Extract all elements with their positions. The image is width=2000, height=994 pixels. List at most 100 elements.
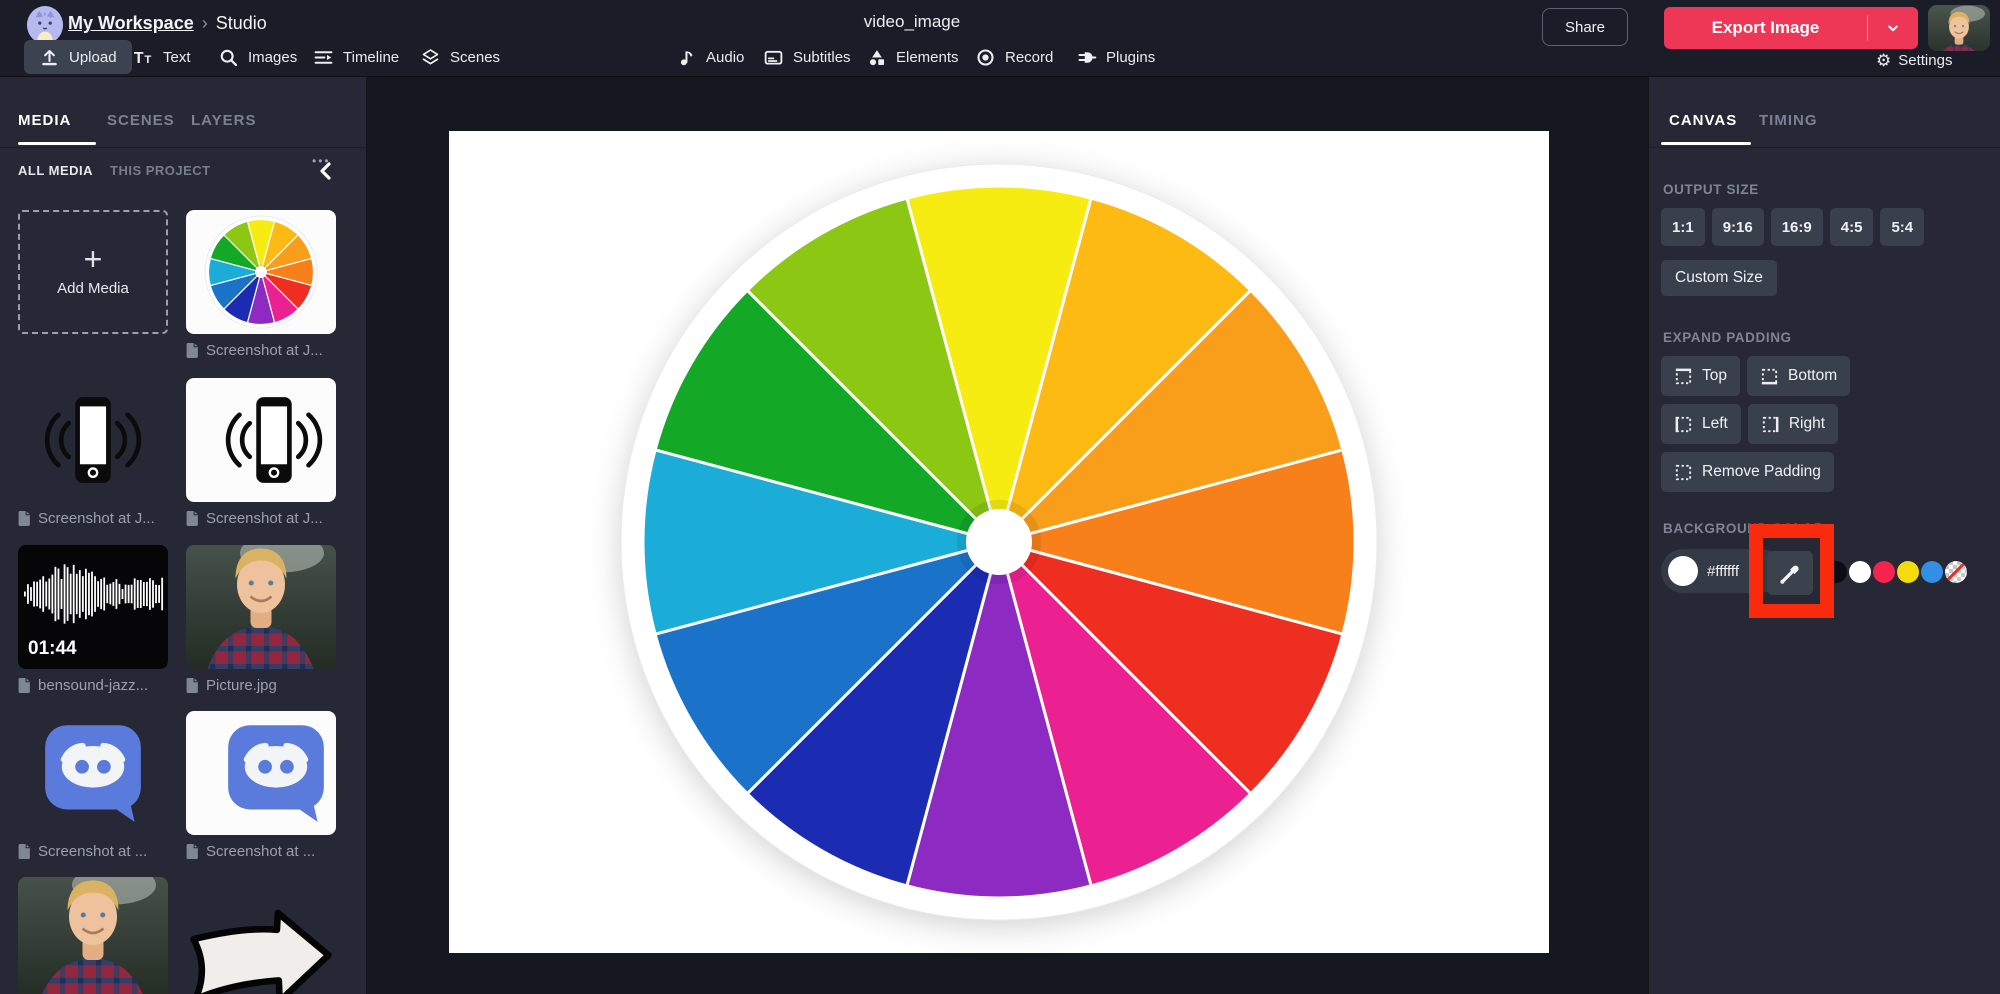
toolbar-item-text[interactable]: Text — [133, 38, 191, 76]
toolbar-item-elements[interactable]: Elements — [866, 38, 959, 76]
toolbar-item-upload[interactable]: Upload — [24, 40, 132, 74]
settings-label: Settings — [1898, 51, 1953, 69]
toolbar-item-label: Images — [248, 48, 298, 66]
wheel-segment — [997, 196, 1253, 544]
color-hex-value[interactable]: #ffffff — [1707, 562, 1739, 580]
aspect-ratio-button-16x9[interactable]: 16:9 — [1770, 208, 1823, 246]
color-swatch[interactable] — [1897, 561, 1919, 583]
export-image-button[interactable]: Export Image — [1664, 7, 1918, 49]
toolbar-item-scenes[interactable]: Scenes — [420, 38, 500, 76]
media-tile-discord[interactable] — [186, 711, 336, 835]
sidebar-tab-scenes[interactable]: SCENES — [107, 112, 175, 129]
toolbar-item-subtitles[interactable]: Subtitles — [763, 38, 851, 76]
panel-tab-canvas[interactable]: CANVAS — [1669, 112, 1738, 129]
settings-button[interactable]: ⚙ Settings — [1876, 47, 1952, 73]
padding-button-label: Top — [1702, 367, 1727, 384]
share-button[interactable]: Share — [1542, 8, 1628, 46]
media-tile-audio[interactable]: 01:44 — [18, 545, 168, 669]
right-arrow-graphic — [186, 905, 336, 994]
audio-file-icon — [18, 678, 31, 693]
output-size-label: OUTPUT SIZE — [1663, 182, 1759, 197]
wheel-segment — [653, 288, 1001, 544]
current-color-swatch — [1668, 556, 1698, 586]
media-tile-photo[interactable] — [18, 877, 168, 994]
wheel-segment — [223, 220, 262, 273]
color-wheel-thumbnail — [204, 215, 318, 329]
media-item-filename: Screenshot at ... — [206, 842, 316, 860]
toolbar-item-images[interactable]: Images — [218, 38, 297, 76]
media-tile-phone[interactable] — [18, 378, 168, 502]
toolbar-item-label: Record — [1005, 48, 1054, 66]
color-swatch[interactable] — [1921, 561, 1943, 583]
toolbar-item-label: Elements — [896, 48, 959, 66]
aspect-ratio-options: 1:1 9:16 16:9 4:5 5:4 — [1661, 208, 1925, 246]
toolbar-item-record[interactable]: Record — [975, 38, 1053, 76]
toolbar-item-plugins[interactable]: Plugins — [1076, 38, 1155, 76]
gear-icon: ⚙ — [1876, 50, 1892, 70]
canvas[interactable] — [449, 131, 1549, 953]
padding-right-icon — [1762, 416, 1779, 432]
transparent-swatch[interactable] — [1945, 561, 1967, 583]
subtitles-icon — [763, 47, 784, 68]
color-swatch[interactable] — [1825, 561, 1847, 583]
toolbar-item-audio[interactable]: Audio — [676, 38, 744, 76]
plus-icon: + — [83, 240, 103, 277]
record-icon — [975, 47, 996, 68]
remove-padding-button[interactable]: Remove Padding — [1661, 452, 1834, 492]
padding-button-label: Left — [1702, 415, 1728, 432]
custom-size-button[interactable]: Custom Size — [1661, 260, 1777, 296]
sidebar-tab-layers[interactable]: LAYERS — [191, 112, 257, 129]
panel-tab-timing[interactable]: TIMING — [1759, 112, 1818, 129]
media-tile-arrow[interactable] — [186, 877, 336, 994]
wheel-segment — [641, 448, 1001, 636]
image-file-icon — [186, 678, 199, 693]
media-tile-photo[interactable] — [186, 545, 336, 669]
export-options-caret[interactable] — [1868, 19, 1918, 37]
background-color-label: BACKGROUND COLOR — [1663, 521, 1825, 536]
collapse-sidebar-icon[interactable] — [316, 160, 336, 182]
expand-padding-top-button[interactable]: Top — [1661, 356, 1740, 396]
breadcrumb-separator: › — [201, 13, 208, 33]
breadcrumb-page: Studio — [215, 13, 267, 33]
aspect-ratio-button-1x1[interactable]: 1:1 — [1661, 208, 1705, 246]
breadcrumb-workspace-link[interactable]: My Workspace — [68, 13, 194, 33]
padding-buttons-row-2: Left Right — [1661, 404, 1839, 444]
padding-button-label: Bottom — [1788, 367, 1838, 384]
toolbar-item-timeline[interactable]: Timeline — [313, 38, 399, 76]
sidebar-tab-media[interactable]: MEDIA — [18, 112, 72, 129]
expand-padding-right-button[interactable]: Right — [1747, 404, 1839, 444]
media-filter-all-media[interactable]: ALL MEDIA — [18, 163, 94, 178]
user-avatar-photo — [1928, 5, 1990, 51]
media-item-label: bensound-jazz... — [18, 675, 176, 695]
color-swatch[interactable] — [1873, 561, 1895, 583]
add-media-label: Add Media — [57, 280, 129, 298]
media-filter-this-project[interactable]: THIS PROJECT — [110, 163, 211, 178]
expand-padding-left-button[interactable]: Left — [1661, 404, 1741, 444]
media-tile-discord[interactable] — [18, 711, 168, 835]
media-overflow-menu-icon[interactable]: ••• — [312, 154, 331, 168]
aspect-ratio-button-5x4[interactable]: 5:4 — [1880, 208, 1925, 246]
add-media-button[interactable]: + Add Media — [18, 210, 168, 334]
canvas-settings-panel: CANVAS TIMING OUTPUT SIZE 1:1 9:16 16:9 4:5 5… — [1648, 76, 2000, 994]
media-item-filename: bensound-jazz... — [38, 676, 149, 694]
user-avatar[interactable] — [1928, 5, 1990, 51]
eyedropper-button[interactable] — [1767, 551, 1813, 595]
expand-padding-bottom-button[interactable]: Bottom — [1747, 356, 1851, 396]
vibrating-phone-icon — [37, 384, 149, 496]
upload-icon — [39, 47, 60, 68]
media-tile-phone[interactable] — [186, 378, 336, 502]
audio-duration-badge: 01:44 — [28, 638, 77, 659]
project-title[interactable]: video_image — [863, 12, 961, 31]
eyedropper-icon — [1778, 561, 1802, 585]
background-color-input[interactable]: #ffffff — [1661, 549, 1783, 593]
color-wheel-image-layer[interactable] — [609, 152, 1389, 932]
aspect-ratio-button-9x16[interactable]: 9:16 — [1711, 208, 1764, 246]
share-button-label: Share — [1564, 18, 1606, 36]
aspect-ratio-button-4x5[interactable]: 4:5 — [1829, 208, 1874, 246]
export-button-divider — [1867, 15, 1868, 41]
workspace-avatar[interactable] — [26, 5, 64, 45]
media-tile-color-wheel[interactable] — [186, 210, 336, 334]
color-swatch[interactable] — [1849, 561, 1871, 583]
wheel-segment — [653, 540, 1001, 796]
